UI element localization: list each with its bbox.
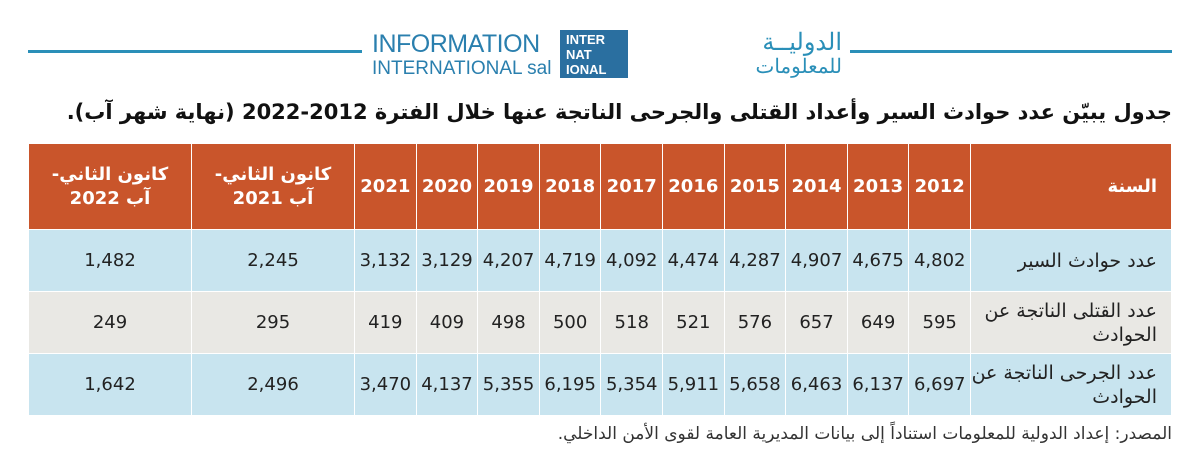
- source-note: المصدر: إعداد الدولية للمعلومات استناداً…: [557, 424, 1172, 444]
- table-cell: 657: [785, 291, 848, 354]
- table-cell: 4,474: [662, 229, 725, 292]
- table-title: جدول يبيّن عدد حوادث السير وأعداد القتلى…: [66, 100, 1172, 124]
- logo-box-text: IONAL: [566, 62, 607, 77]
- header-row: السنة 2012 2013 2014 2015 2016 2017 2018 2019 202…: [28, 143, 1172, 230]
- header-cell: 2013: [846, 143, 910, 230]
- header-cell: 2019: [477, 143, 540, 230]
- table-cell: 4,719: [538, 229, 602, 292]
- row-label: عدد حوادث السير: [970, 229, 1172, 292]
- logo-box-text: INTER: [566, 32, 605, 47]
- table-cell: 5,354: [600, 353, 664, 416]
- header-rule: [850, 50, 1172, 53]
- table-cell: 595: [908, 291, 971, 354]
- table-cell: 1,642: [28, 353, 192, 416]
- header-cell: السنة: [970, 143, 1172, 230]
- header-cell: 2015: [723, 143, 787, 230]
- header-cell: 2016: [662, 143, 725, 230]
- header-cell: 2020: [415, 143, 479, 230]
- table-cell: 4,907: [785, 229, 848, 292]
- logo-text: الدوليــة: [762, 28, 842, 56]
- table-cell: 4,802: [908, 229, 971, 292]
- table-cell: 6,195: [538, 353, 602, 416]
- table-cell: 5,658: [723, 353, 787, 416]
- row-label: عدد القتلى الناتجة عن الحوادث: [970, 291, 1172, 354]
- table-cell: 3,129: [415, 229, 479, 292]
- header-cell: 2012: [908, 143, 971, 230]
- table-cell: 5,355: [477, 353, 540, 416]
- table-cell: 2,496: [191, 353, 355, 416]
- table-cell: 2,245: [191, 229, 355, 292]
- data-table: السنة 2012 2013 2014 2015 2016 2017 2018 2019 202…: [28, 143, 1172, 416]
- table-cell: 6,137: [846, 353, 910, 416]
- table-cell: 409: [415, 291, 479, 354]
- header-rule: [28, 50, 362, 53]
- row-label: عدد الجرحى الناتجة عن الحوادث: [970, 353, 1172, 416]
- table-row: عدد الجرحى الناتجة عن الحوادث 6,697 6,137 6…: [28, 353, 1172, 416]
- table-cell: 5,911: [662, 353, 725, 416]
- table-cell: 518: [600, 291, 664, 354]
- table-cell: 3,132: [354, 229, 417, 292]
- logo-box: INTER NAT IONAL: [560, 30, 628, 78]
- table-row: عدد حوادث السير 4,802 4,675 4,907 4,287 4,474…: [28, 229, 1172, 292]
- header-cell: كانون الثاني-آب 2021: [191, 143, 355, 230]
- header-cell: 2021: [354, 143, 417, 230]
- table-cell: 521: [662, 291, 725, 354]
- table-cell: 419: [354, 291, 417, 354]
- table-cell: 500: [538, 291, 602, 354]
- table-cell: 4,675: [846, 229, 910, 292]
- table-cell: 4,137: [415, 353, 479, 416]
- logo-box-text: NAT: [566, 47, 592, 62]
- logo-text: INFORMATION: [372, 30, 540, 58]
- header-cell: 2014: [785, 143, 848, 230]
- logo: INFORMATION INTERNATIONAL sal INTER NAT …: [372, 28, 842, 80]
- table-row: عدد القتلى الناتجة عن الحوادث 595 649 657 57…: [28, 291, 1172, 354]
- logo-text: للمعلومات: [755, 54, 842, 78]
- table-cell: 649: [846, 291, 910, 354]
- table-cell: 249: [28, 291, 192, 354]
- table-cell: 498: [477, 291, 540, 354]
- logo-text: INTERNATIONAL sal: [372, 58, 552, 79]
- table-cell: 4,287: [723, 229, 787, 292]
- table-cell: 295: [191, 291, 355, 354]
- table-cell: 4,092: [600, 229, 664, 292]
- table-cell: 576: [723, 291, 787, 354]
- header-cell: كانون الثاني- آب 2022: [28, 143, 192, 230]
- header-cell: 2018: [538, 143, 602, 230]
- table-cell: 4,207: [477, 229, 540, 292]
- table-cell: 6,463: [785, 353, 848, 416]
- header-cell: 2017: [600, 143, 664, 230]
- table-cell: 3,470: [354, 353, 417, 416]
- table-cell: 6,697: [908, 353, 971, 416]
- table-cell: 1,482: [28, 229, 192, 292]
